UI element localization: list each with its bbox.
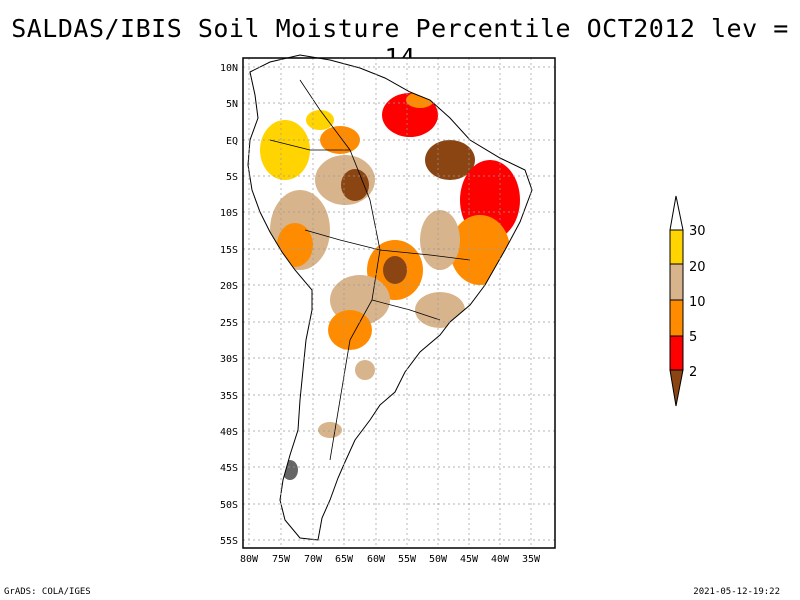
map-frame-border xyxy=(242,57,556,549)
colorbar-top-arrow xyxy=(669,195,684,231)
colorbar: 30 20 10 5 2 xyxy=(669,195,706,407)
lat-label: 10S xyxy=(220,208,238,219)
colorbar-label-20: 20 xyxy=(689,260,706,275)
lon-label: 75W xyxy=(272,554,291,565)
lon-label: 45W xyxy=(460,554,479,565)
colorbar-label-30: 30 xyxy=(689,224,706,239)
colorbar-label-5: 5 xyxy=(689,330,697,345)
lon-label: 55W xyxy=(398,554,417,565)
lat-label: 50S xyxy=(220,500,238,511)
lat-label: 40S xyxy=(220,427,238,438)
lat-label: 15S xyxy=(220,245,238,256)
lat-label: 5N xyxy=(226,99,238,110)
colorbar-segment-10-20 xyxy=(669,263,684,301)
lon-label: 80W xyxy=(240,554,259,565)
lat-label: 35S xyxy=(220,391,238,402)
coastline xyxy=(247,54,533,541)
footer-timestamp: 2021-05-12-19:22 xyxy=(693,587,780,597)
lat-label: 20S xyxy=(220,281,238,292)
lat-label: 5S xyxy=(226,172,238,183)
lon-label: 35W xyxy=(522,554,541,565)
colorbar-segment-5-10 xyxy=(669,299,684,337)
lat-label: 10N xyxy=(220,63,238,74)
country-borders xyxy=(269,79,471,461)
footer-credit: GrADS: COLA/IGES xyxy=(4,587,91,597)
map-title: SALDAS/IBIS Soil Moisture Percentile OCT… xyxy=(11,14,789,72)
lon-label: 50W xyxy=(429,554,448,565)
lon-label: 40W xyxy=(491,554,510,565)
colorbar-label-2: 2 xyxy=(689,365,697,380)
lon-label: 60W xyxy=(367,554,386,565)
colorbar-label-10: 10 xyxy=(689,295,706,310)
colorbar-bottom-arrow xyxy=(669,369,684,407)
graticule xyxy=(243,58,555,548)
lon-label: 70W xyxy=(304,554,323,565)
lat-label: 30S xyxy=(220,354,238,365)
lon-label: 65W xyxy=(335,554,354,565)
latitude-labels: 10N 5N EQ 5S 10S 15S 20S 25S 30S 35S 40S… xyxy=(220,63,238,547)
lat-label: 25S xyxy=(220,318,238,329)
colorbar-segment-2-5 xyxy=(669,335,684,371)
lat-label: EQ xyxy=(226,136,238,147)
lat-label: 55S xyxy=(220,536,238,547)
lat-label: 45S xyxy=(220,463,238,474)
colorbar-segment-20-30 xyxy=(669,229,684,265)
longitude-labels: 80W 75W 70W 65W 60W 55W 50W 45W 40W 35W xyxy=(240,554,541,565)
